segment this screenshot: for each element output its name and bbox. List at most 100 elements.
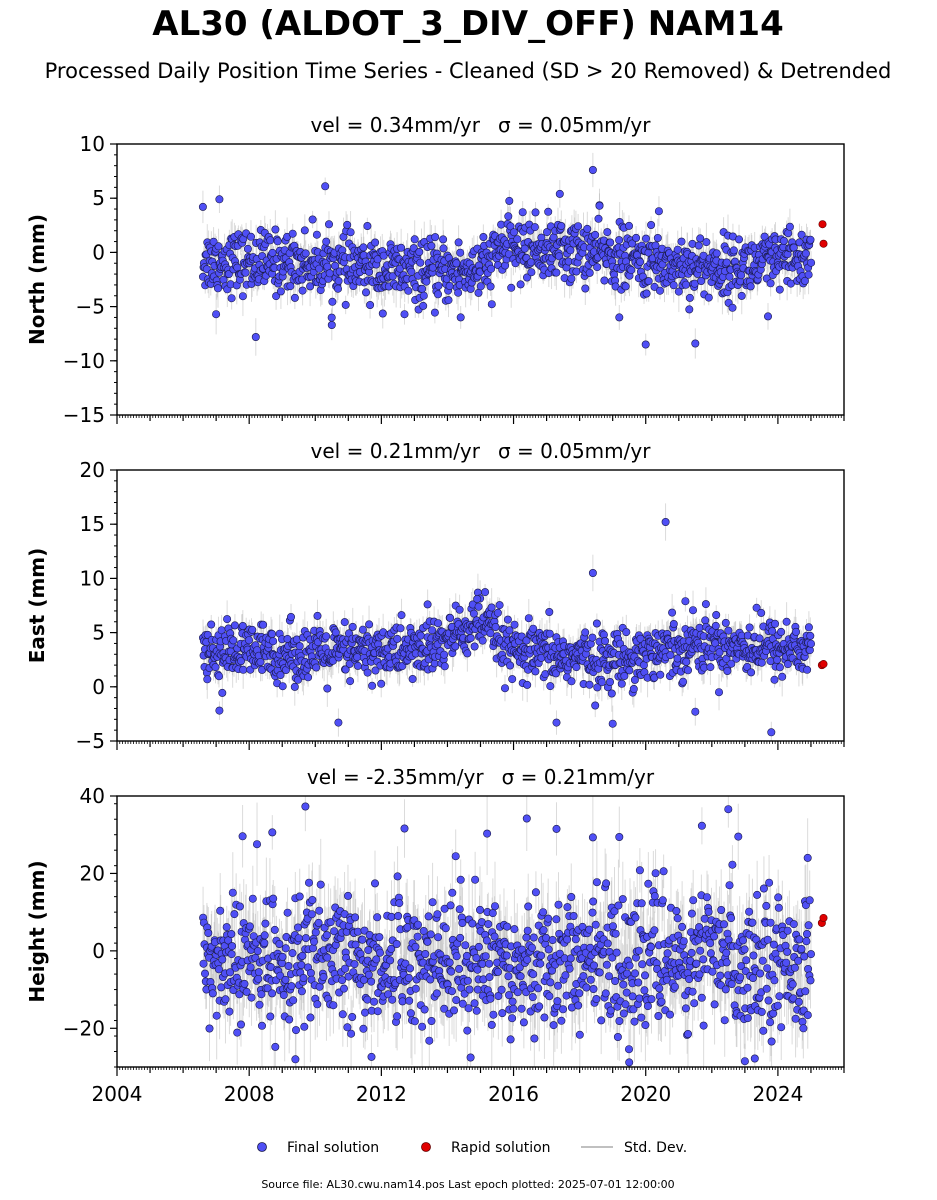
final-point — [359, 243, 368, 252]
final-point — [721, 618, 730, 627]
final-point — [585, 680, 594, 689]
final-point — [752, 603, 761, 612]
final-point — [770, 619, 779, 628]
final-point — [327, 320, 336, 329]
final-point — [215, 672, 224, 681]
final-point — [661, 517, 670, 526]
final-point — [603, 228, 612, 237]
final-point — [513, 235, 522, 244]
final-point — [444, 296, 453, 305]
final-point — [373, 255, 382, 264]
final-point — [702, 238, 711, 247]
final-point — [745, 623, 754, 632]
final-point — [523, 680, 532, 689]
final-point — [343, 220, 352, 229]
final-point — [606, 238, 615, 247]
final-point — [476, 282, 485, 291]
final-point — [215, 195, 224, 204]
final-point — [636, 634, 645, 643]
final-point — [641, 234, 650, 243]
final-point — [366, 300, 375, 309]
final-point — [419, 291, 428, 300]
final-point — [734, 235, 743, 244]
final-point — [625, 666, 634, 675]
panel-sigma-east: σ = 0.05mm/yr — [498, 439, 651, 463]
final-point — [245, 636, 254, 645]
final-point — [341, 665, 350, 674]
plot-area-north — [198, 152, 828, 359]
final-point — [627, 266, 636, 275]
final-point — [456, 248, 465, 257]
final-point — [506, 222, 515, 231]
rapid-point — [819, 239, 828, 248]
final-point — [715, 648, 724, 657]
final-point — [440, 662, 449, 671]
final-point — [237, 656, 246, 665]
final-point — [491, 622, 500, 631]
final-point — [806, 235, 815, 244]
final-point — [518, 208, 527, 217]
final-point — [557, 222, 566, 231]
final-point — [304, 673, 313, 682]
rapid-point — [819, 660, 828, 669]
final-point — [651, 241, 660, 250]
final-point — [581, 628, 590, 637]
final-point — [804, 623, 813, 632]
final-point — [711, 621, 720, 630]
final-point — [505, 626, 514, 635]
final-point — [276, 670, 285, 679]
final-point — [371, 666, 380, 675]
final-point — [694, 241, 703, 250]
final-point — [545, 629, 554, 638]
final-point — [487, 300, 496, 309]
final-point — [259, 620, 268, 629]
final-point — [506, 661, 515, 670]
final-point — [300, 226, 309, 235]
final-point — [608, 719, 617, 728]
final-point — [211, 663, 220, 672]
final-point — [404, 286, 413, 295]
final-point — [688, 606, 697, 615]
final-point — [227, 294, 236, 303]
final-point — [691, 339, 700, 348]
final-point — [531, 208, 540, 217]
final-point — [757, 658, 766, 667]
final-point — [288, 229, 297, 238]
final-point — [622, 628, 631, 637]
panels-group: vel = 0.34mm/yr σ = 0.05mm/yr North (mm) −1… — [25, 113, 845, 1106]
final-point — [322, 632, 331, 641]
final-point — [393, 634, 402, 643]
final-point — [807, 258, 816, 267]
plot-area-east — [199, 503, 828, 741]
final-point — [428, 626, 437, 635]
final-point — [591, 701, 600, 710]
final-point — [323, 684, 332, 693]
y-tick-label: −5 — [76, 729, 105, 753]
final-point — [238, 621, 247, 630]
final-point — [346, 228, 355, 237]
final-point — [743, 662, 752, 671]
final-point — [214, 284, 223, 293]
final-point — [800, 276, 809, 285]
final-point — [673, 654, 682, 663]
final-point — [630, 675, 639, 684]
final-point — [422, 277, 431, 286]
final-point — [446, 613, 455, 622]
final-point — [766, 279, 775, 288]
rapid-point — [818, 220, 827, 229]
final-point — [588, 568, 597, 577]
final-points-north — [198, 166, 816, 349]
final-point — [423, 600, 432, 609]
final-point — [233, 263, 242, 272]
final-point — [567, 677, 576, 686]
final-point — [333, 284, 342, 293]
final-point — [530, 223, 539, 232]
final-point — [593, 263, 602, 272]
final-point — [509, 228, 518, 237]
final-point — [340, 618, 349, 627]
final-point — [418, 284, 427, 293]
final-point — [669, 281, 678, 290]
final-point — [481, 588, 490, 597]
final-point — [555, 189, 564, 198]
final-point — [466, 634, 475, 643]
